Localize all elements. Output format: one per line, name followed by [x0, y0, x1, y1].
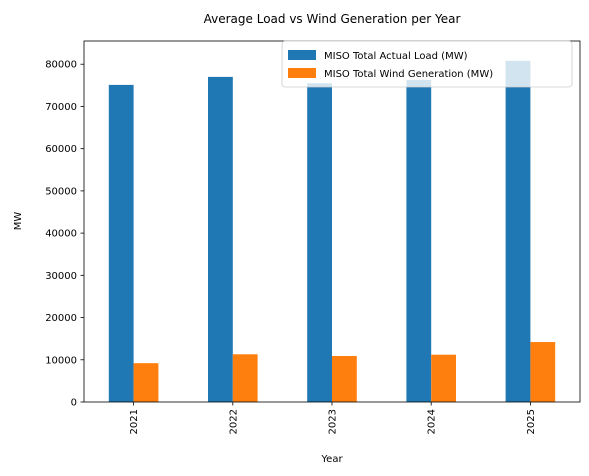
bar-wind-2024: [431, 354, 456, 402]
bar-load-2021: [108, 84, 134, 403]
bar-wind-2025: [530, 342, 556, 402]
y-tick-label-80000: 80000: [45, 60, 77, 71]
x-tick-label-2023: 2023: [328, 409, 339, 434]
bar-wind-2021: [133, 363, 159, 402]
y-tick-label-10000: 10000: [45, 355, 77, 366]
y-tick-label-50000: 50000: [45, 186, 77, 197]
y-tick-label-20000: 20000: [45, 313, 77, 324]
y-tick-label-70000: 70000: [45, 102, 77, 113]
legend: MISO Total Actual Load (MW) MISO Total Wi…: [281, 40, 573, 88]
legend-frame: [281, 40, 573, 88]
legend-swatch-load: [288, 50, 316, 60]
bar-load-2023: [307, 83, 332, 402]
y-tick-label-30000: 30000: [45, 271, 77, 282]
chart-title: Average Load vs Wind Generation per Year: [204, 12, 461, 26]
bars-group: [108, 60, 556, 403]
bar-wind-2022: [232, 354, 258, 402]
y-tick-label-60000: 60000: [45, 144, 77, 155]
bar-load-2024: [406, 79, 432, 402]
x-tick-label-2024: 2024: [427, 409, 438, 434]
x-tick-label-2025: 2025: [526, 409, 537, 434]
y-tick-label-0: 0: [71, 398, 77, 409]
legend-label-wind: MISO Total Wind Generation (MW): [324, 69, 493, 80]
x-tick-label-2022: 2022: [228, 409, 239, 434]
bar-load-2022: [208, 76, 233, 402]
y-axis-label: MW: [13, 212, 24, 231]
legend-label-load: MISO Total Actual Load (MW): [324, 51, 468, 62]
bar-load-2025: [505, 60, 531, 402]
x-tick-label-2021: 2021: [129, 409, 140, 434]
bar-wind-2023: [332, 355, 357, 402]
legend-swatch-wind: [288, 68, 316, 78]
x-axis-label: Year: [320, 454, 343, 465]
y-tick-label-40000: 40000: [45, 229, 77, 240]
axes-group: 2021 2022 2023 2024 2025 0 10000 20000 30000 4000…: [45, 40, 581, 434]
